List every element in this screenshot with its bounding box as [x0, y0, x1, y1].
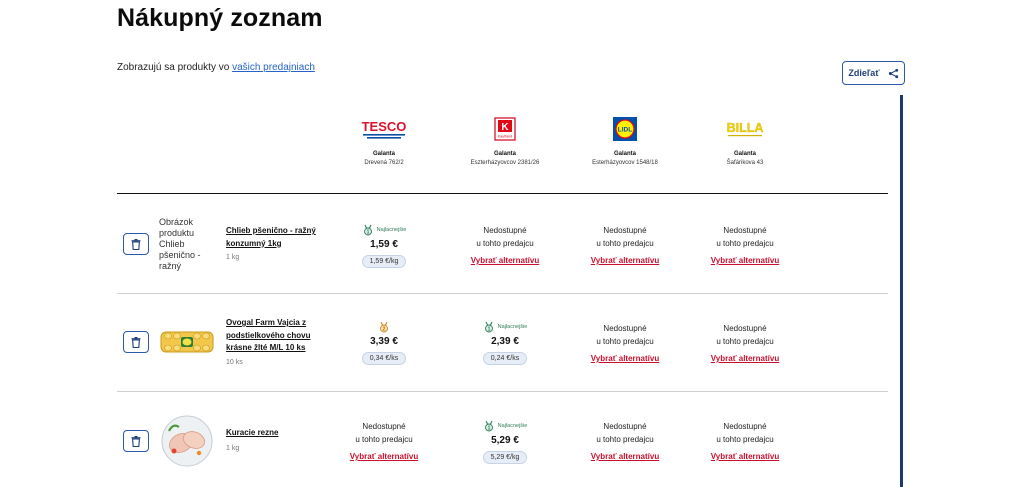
- store-address: Drevená 762/2: [364, 160, 404, 166]
- svg-text:2: 2: [383, 326, 386, 332]
- delete-button[interactable]: [123, 430, 149, 452]
- cheapest-badge: 1 Najlacnejšie: [445, 420, 565, 432]
- product-image-alt: Obrázok produktu Chlieb pšenično - ražný: [159, 217, 201, 271]
- svg-text:K: K: [501, 122, 509, 133]
- choose-alternative-link[interactable]: Vybrať alternatívu: [590, 354, 660, 363]
- share-icon: [888, 68, 898, 78]
- price: 5,29 €: [491, 435, 519, 446]
- header-divider: [117, 193, 888, 194]
- product-quantity: 10 ks: [226, 359, 243, 366]
- unit-price: 0,24 €/ks: [482, 352, 528, 365]
- svg-text:1: 1: [487, 425, 490, 431]
- product-quantity: 1 kg: [226, 254, 240, 261]
- store-city: Galanta: [733, 151, 756, 157]
- product-name-link[interactable]: Kuracie rezne: [226, 428, 279, 437]
- unit-price: 0,34 €/ks: [361, 352, 407, 365]
- delete-button[interactable]: [123, 233, 149, 255]
- store-note: Zobrazujú sa produkty vo vašich predajni…: [117, 62, 315, 73]
- medal-icon: 2: [380, 321, 388, 333]
- offer-cell: 1 Najlacnejšie 5,29 € 5,29 €/kg: [445, 420, 565, 464]
- offer-cell-unavailable: Nedostupné u tohto predajcu Vybrať alter…: [710, 422, 780, 461]
- store-header-lidl: LIDL Galanta Esterházyovcov 1548/18: [565, 115, 685, 166]
- offer-cell-unavailable: Nedostupné u tohto predajcu Vybrať alter…: [470, 226, 540, 265]
- trash-icon: [131, 435, 141, 447]
- svg-text:Kaufland: Kaufland: [498, 135, 512, 139]
- tesco-logo: TESCO: [324, 115, 444, 143]
- product-quantity: 1 kg: [226, 445, 240, 452]
- svg-text:LIDL: LIDL: [618, 127, 632, 134]
- medal-icon: 1: [484, 420, 493, 432]
- price: 2,39 €: [491, 336, 519, 347]
- store-address: Šafárikova 43: [726, 160, 764, 166]
- cheapest-badge: 1 Najlacnejšie: [445, 321, 565, 333]
- chicken-schnitzel-image: [159, 413, 215, 469]
- medal-icon: 1: [363, 224, 372, 236]
- store-header-billa: BILLA Galanta Šafárikova 43: [685, 115, 805, 166]
- price-badge: 2: [324, 321, 444, 333]
- billa-logo: BILLA: [685, 115, 805, 143]
- choose-alternative-link[interactable]: Vybrať alternatívu: [590, 256, 660, 265]
- store-note-text: Zobrazujú sa produkty vo: [117, 62, 233, 73]
- store-header-tesco: TESCO Galanta Drevená 762/2: [324, 115, 444, 166]
- offer-cell: 2 3,39 € 0,34 €/ks: [324, 321, 444, 365]
- store-header-kaufland: K Kaufland Galanta Eszterházyovcov 2381/…: [445, 115, 565, 166]
- store-city: Galanta: [613, 151, 636, 157]
- offer-cell-unavailable: Nedostupné u tohto predajcu Vybrať alter…: [710, 226, 780, 265]
- trash-icon: [131, 336, 141, 348]
- offer-cell-unavailable: Nedostupné u tohto predajcu Vybrať alter…: [590, 324, 660, 363]
- scrollbar[interactable]: [900, 95, 903, 487]
- unit-price: 5,29 €/kg: [482, 451, 528, 464]
- product-name-link[interactable]: Ovogal Farm Vajcia z podstielkového chov…: [226, 318, 311, 352]
- price: 1,59 €: [370, 239, 398, 250]
- page-title: Nákupný zoznam: [117, 4, 323, 32]
- unit-price: 1,59 €/kg: [361, 255, 407, 268]
- product-name-link[interactable]: Chlieb pšenično - ražný konzumný 1kg: [226, 226, 316, 248]
- offer-cell: 1 Najlacnejšie 1,59 € 1,59 €/kg: [324, 224, 444, 268]
- trash-icon: [131, 238, 141, 250]
- choose-alternative-link[interactable]: Vybrať alternatívu: [710, 452, 780, 461]
- price: 3,39 €: [370, 336, 398, 347]
- choose-alternative-link[interactable]: Vybrať alternatívu: [470, 256, 540, 265]
- svg-text:BILLA: BILLA: [727, 121, 764, 135]
- offer-cell-unavailable: Nedostupné u tohto predajcu Vybrať alter…: [590, 422, 660, 461]
- lidl-logo: LIDL: [565, 115, 685, 143]
- choose-alternative-link[interactable]: Vybrať alternatívu: [710, 354, 780, 363]
- share-button[interactable]: Zdieľať: [842, 61, 905, 85]
- store-address: Esterházyovcov 1548/18: [592, 160, 658, 166]
- your-stores-link[interactable]: vašich predajniach: [232, 62, 315, 73]
- kaufland-logo: K Kaufland: [445, 115, 565, 143]
- store-address: Eszterházyovcov 2381/26: [470, 160, 540, 166]
- cheapest-badge: 1 Najlacnejšie: [324, 224, 444, 236]
- choose-alternative-link[interactable]: Vybrať alternatívu: [710, 256, 780, 265]
- row-divider: [117, 391, 888, 392]
- medal-icon: 1: [484, 321, 493, 333]
- row-divider: [117, 293, 888, 294]
- choose-alternative-link[interactable]: Vybrať alternatívu: [349, 452, 419, 461]
- offer-cell-unavailable: Nedostupné u tohto predajcu Vybrať alter…: [349, 422, 419, 461]
- choose-alternative-link[interactable]: Vybrať alternatívu: [590, 452, 660, 461]
- svg-text:1: 1: [366, 229, 369, 235]
- share-label: Zdieľať: [848, 68, 880, 78]
- svg-text:TESCO: TESCO: [362, 119, 407, 134]
- delete-button[interactable]: [123, 331, 149, 353]
- store-city: Galanta: [372, 151, 395, 157]
- svg-text:1: 1: [487, 326, 490, 332]
- offer-cell-unavailable: Nedostupné u tohto predajcu Vybrať alter…: [710, 324, 780, 363]
- offer-cell: 1 Najlacnejšie 2,39 € 0,24 €/ks: [445, 321, 565, 365]
- store-city: Galanta: [493, 151, 516, 157]
- offer-cell-unavailable: Nedostupné u tohto predajcu Vybrať alter…: [590, 226, 660, 265]
- egg-carton-image: [159, 314, 215, 370]
